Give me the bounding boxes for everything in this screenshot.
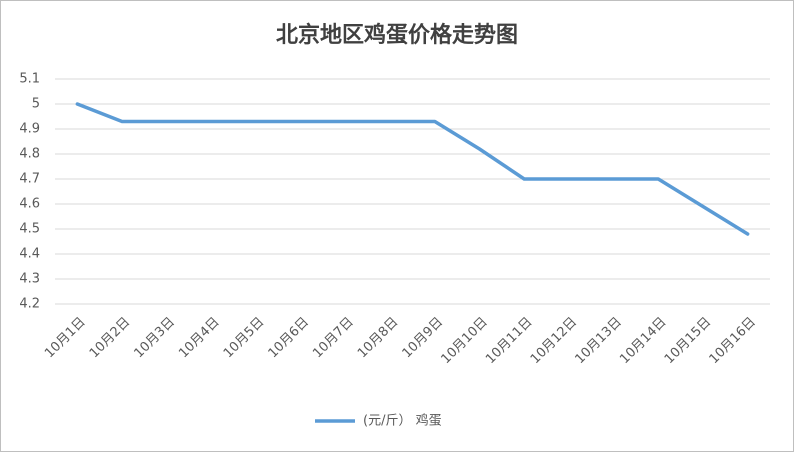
y-tick-label: 4.7 (19, 172, 40, 187)
y-tick-label: 4.6 (19, 197, 40, 212)
chart-title: 北京地区鸡蛋价格走势图 (276, 22, 518, 48)
y-tick-label: 4.5 (19, 222, 40, 237)
y-tick-label: 4.4 (19, 247, 40, 262)
data-line (75, 102, 750, 236)
y-tick-label: 5 (32, 97, 40, 112)
legend-label: (元/斤） 鸡蛋 (363, 413, 442, 429)
y-tick-label: 4.8 (19, 147, 40, 162)
y-tick-label: 4.2 (19, 297, 40, 312)
y-tick-label: 4.9 (19, 122, 40, 137)
y-tick-label: 5.1 (19, 72, 40, 87)
y-tick-label: 4.3 (19, 272, 40, 287)
